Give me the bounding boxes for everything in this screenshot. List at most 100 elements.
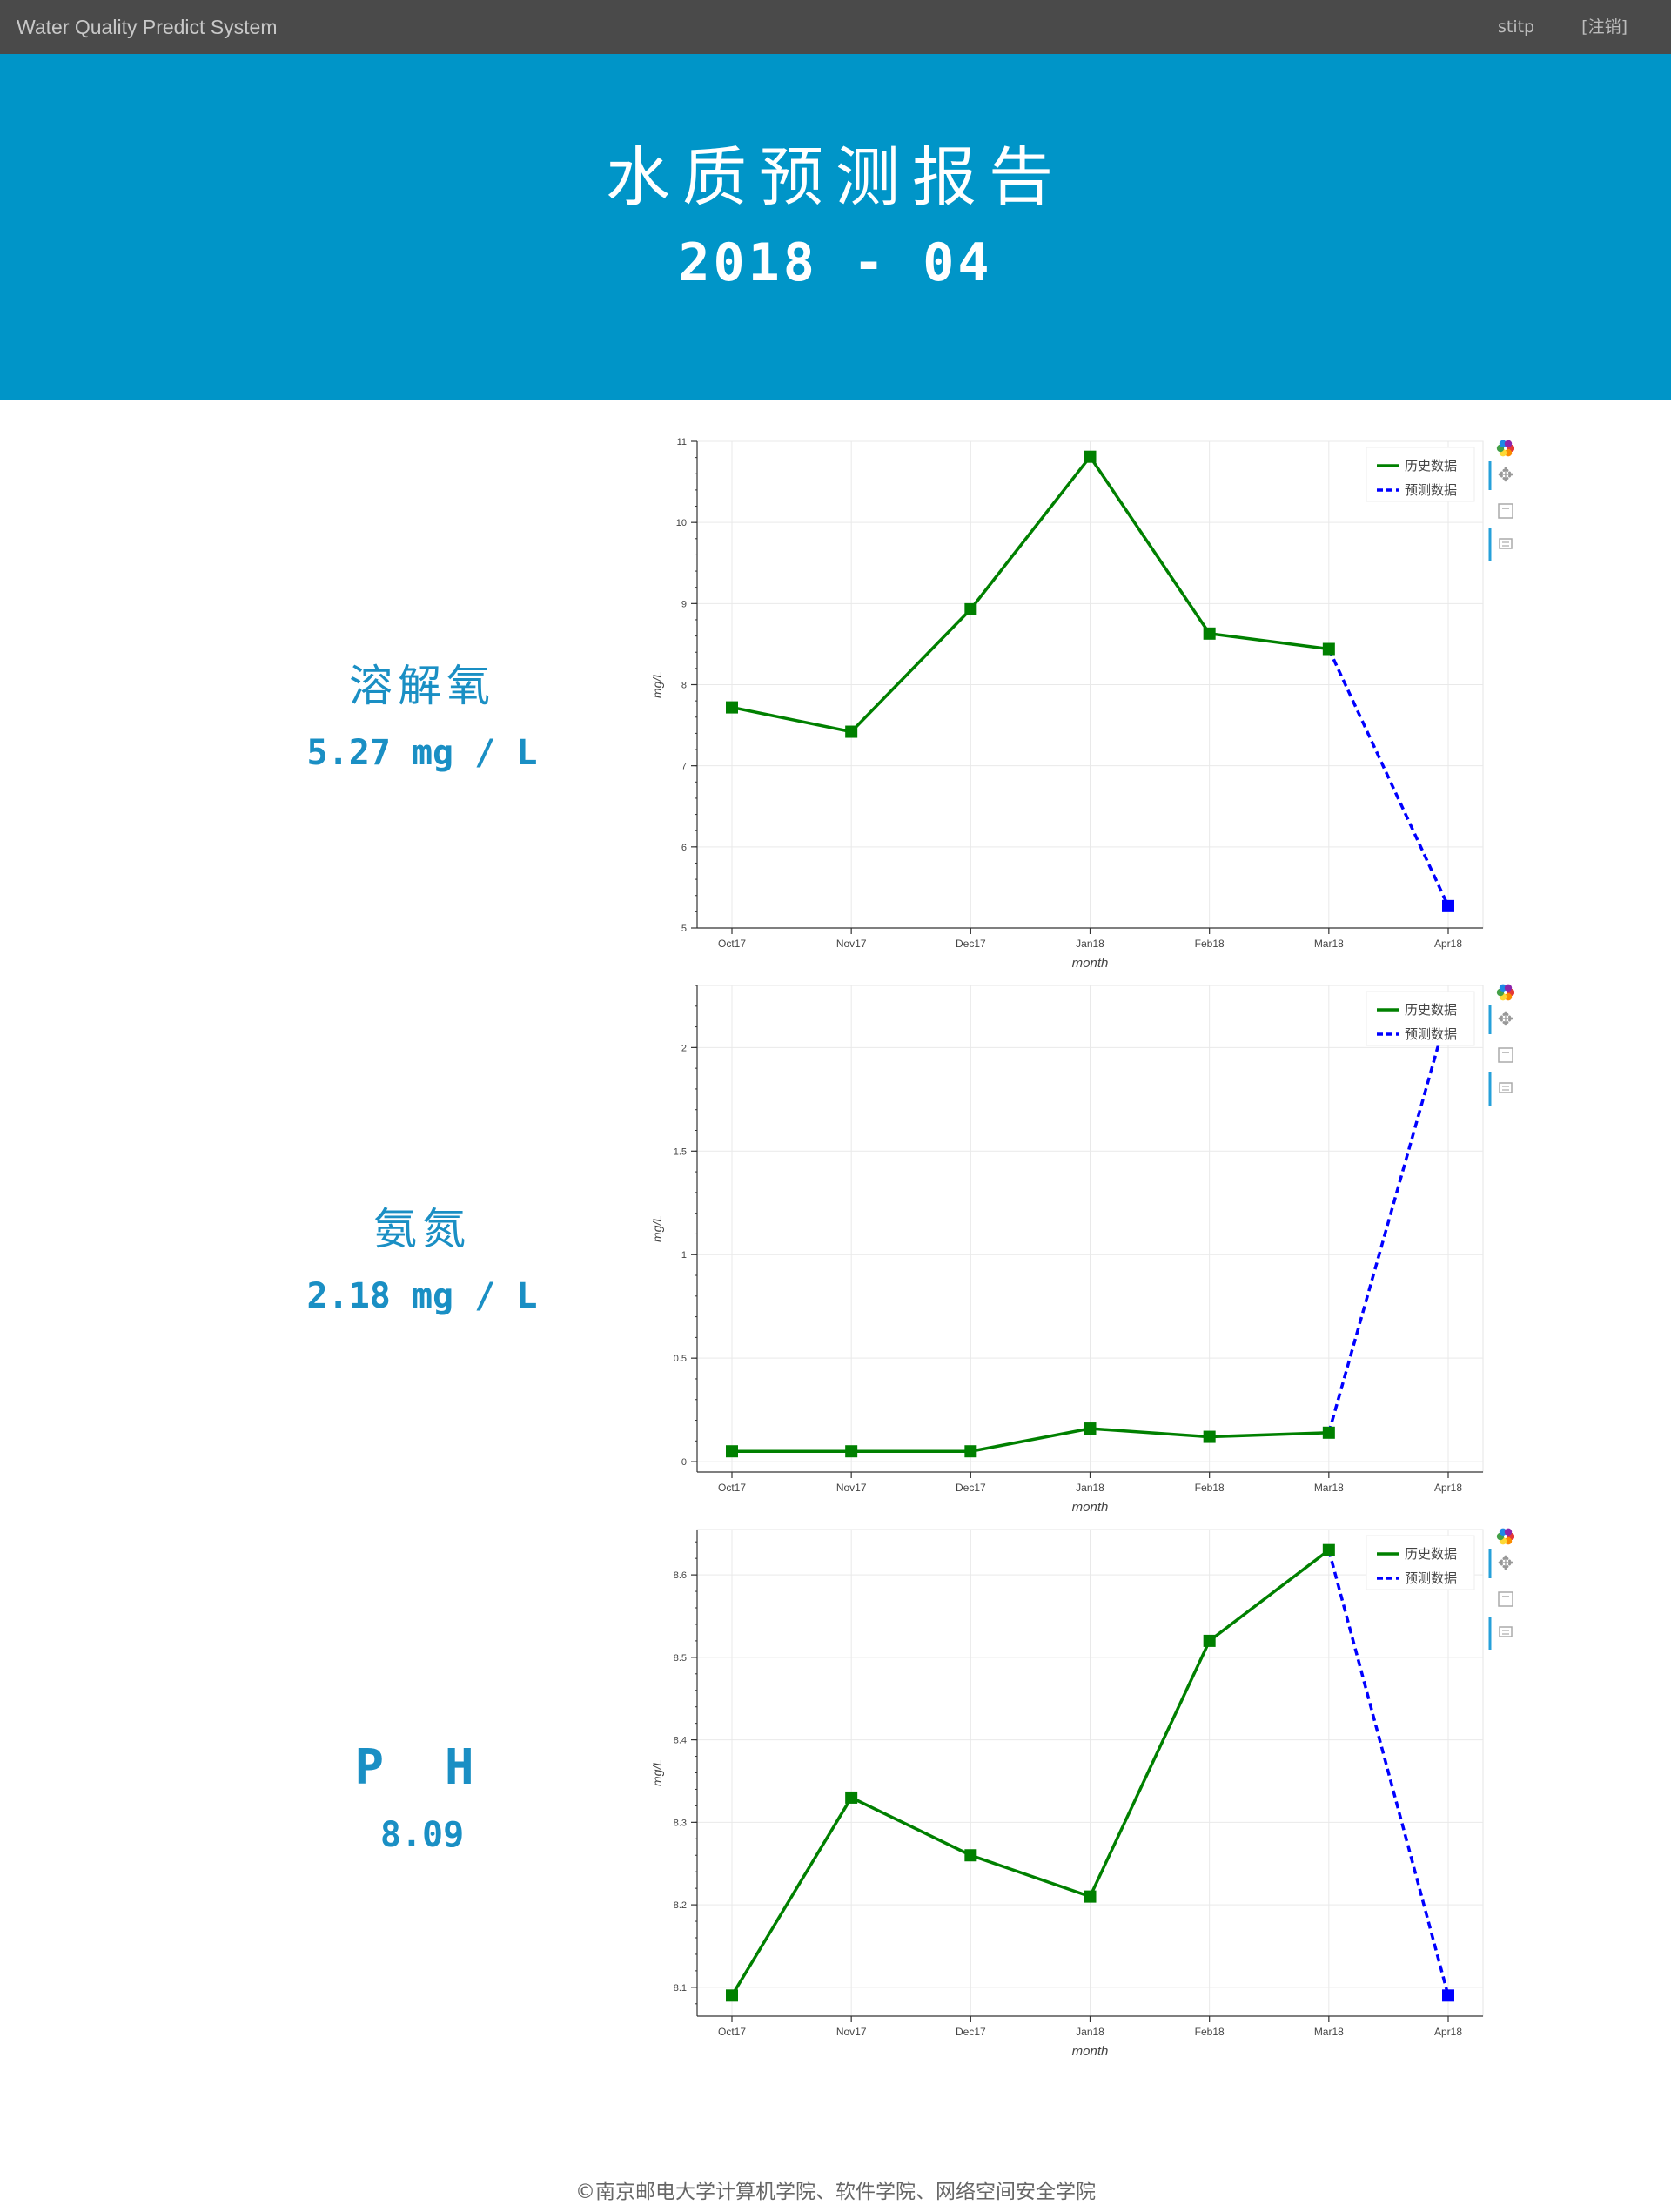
brand-link[interactable]: Water Quality Predict System: [17, 16, 278, 38]
y-tick-label: 0.5: [674, 1354, 687, 1364]
chart-ph[interactable]: 8.1 8.2 8.3 8.4 8.5 8.6 Oct17 Nov17 Dec17 Jan18 Fe…: [627, 1521, 1514, 2065]
metric-name: P H: [354, 1739, 490, 1796]
metric-name: 氨氮: [373, 1204, 471, 1254]
y-tick-label: 8.4: [674, 1736, 687, 1746]
history-point: [726, 1445, 738, 1458]
y-tick-label: 8.5: [674, 1653, 687, 1664]
y-tick-label: 1.5: [674, 1146, 687, 1157]
x-tick-label: Dec17: [956, 1482, 986, 1494]
history-point: [1084, 450, 1097, 463]
history-series-line: [730, 1549, 1330, 1997]
x-tick-label: Jan18: [1076, 2026, 1104, 2038]
y-tick-label: 10: [676, 518, 687, 528]
report-date: 2018 - 04: [678, 232, 993, 293]
x-tick-label: Mar18: [1314, 938, 1344, 950]
history-point: [964, 1445, 977, 1458]
report-title: 水质预测报告: [606, 140, 1065, 215]
x-tick-label: Nov17: [836, 938, 867, 950]
metric-name: 溶解氧: [349, 661, 495, 711]
y-axis-label: mg/L: [650, 1759, 664, 1786]
y-tick-label: 6: [681, 843, 687, 853]
legend-prediction-label: 预测数据: [1405, 1027, 1457, 1042]
metric-ammonia-nitrogen: 氨氮 2.18 mg / L: [287, 1194, 557, 1316]
x-tick-label: Dec17: [956, 938, 986, 950]
bokeh-logo-icon[interactable]: [1496, 1528, 1514, 1545]
pan-icon[interactable]: ✥: [1498, 1008, 1513, 1030]
x-tick-label: Mar18: [1314, 1482, 1344, 1494]
y-tick-label: 8.2: [674, 1900, 687, 1911]
x-tick-label: Dec17: [956, 2026, 986, 2038]
history-point: [1084, 1890, 1097, 1903]
bokeh-logo-icon[interactable]: [1496, 440, 1514, 457]
x-tick-label: Jan18: [1076, 1482, 1104, 1494]
x-tick-label: Jan18: [1076, 938, 1104, 950]
legend-prediction-label: 预测数据: [1405, 483, 1457, 498]
legend-prediction-label: 预测数据: [1405, 1571, 1457, 1586]
navbar: Water Quality Predict System stitp [注销]: [0, 0, 1671, 54]
history-point: [1322, 1543, 1335, 1556]
legend-box: [1366, 991, 1475, 1046]
history-point: [726, 1989, 738, 2002]
x-axis-label: month: [1072, 2044, 1109, 2059]
metric-ph: P H 8.09: [287, 1739, 557, 1855]
metric-dissolved-oxygen: 溶解氧 5.27 mg / L: [287, 651, 557, 773]
x-axis-label: month: [1072, 1500, 1109, 1515]
y-tick-label: 0: [681, 1457, 687, 1468]
chart-ammonia-nitrogen[interactable]: 0 0.5 1 1.5 2 Oct17 Nov17 Dec17 Jan18 Feb18 Mar18 A…: [627, 977, 1514, 1521]
logout-link[interactable]: [注销]: [1581, 17, 1627, 37]
prediction-series-line: [1327, 1010, 1450, 1434]
chart-dissolved-oxygen[interactable]: 5 6 7 8 9 10 11 Oct17 Nov17 Dec17 Jan18 Feb18 Mar18 A…: [627, 433, 1514, 977]
history-point: [845, 1791, 858, 1804]
legend-history-label: 历史数据: [1405, 1003, 1457, 1018]
user-link[interactable]: stitp: [1497, 17, 1535, 37]
hover-icon[interactable]: [1499, 1082, 1513, 1093]
y-axis-label: mg/L: [650, 1215, 664, 1242]
report-banner: 水质预测报告 2018 - 04: [0, 54, 1671, 400]
legend-box: [1366, 1535, 1475, 1590]
bokeh-logo-icon[interactable]: [1496, 984, 1514, 1001]
metric-value: 5.27 mg / L: [306, 733, 538, 773]
x-tick-label: Apr18: [1434, 938, 1462, 950]
x-axis-label: month: [1072, 956, 1109, 971]
history-point: [1203, 1430, 1216, 1443]
x-tick-label: Feb18: [1195, 1482, 1225, 1494]
legend-history-label: 历史数据: [1405, 1547, 1457, 1562]
y-tick-label: 8.6: [674, 1570, 687, 1581]
history-point: [1203, 1634, 1216, 1647]
legend-box: [1366, 447, 1475, 502]
x-tick-label: Oct17: [718, 938, 746, 950]
save-icon[interactable]: [1498, 1591, 1513, 1607]
pan-icon[interactable]: ✥: [1498, 1552, 1513, 1574]
x-tick-label: Feb18: [1195, 2026, 1225, 2038]
history-point: [964, 602, 977, 615]
save-icon[interactable]: [1498, 503, 1513, 519]
nav-right: stitp [注销]: [1456, 0, 1627, 54]
hover-icon[interactable]: [1499, 538, 1513, 549]
x-tick-label: Mar18: [1314, 2026, 1344, 2038]
legend-history-label: 历史数据: [1405, 459, 1457, 474]
prediction-point: [1442, 899, 1454, 912]
prediction-series-line: [1327, 1550, 1450, 1996]
y-tick-label: 8.1: [674, 1983, 687, 1993]
y-tick-label: 11: [677, 437, 687, 447]
history-point: [1322, 642, 1335, 656]
history-series-line: [731, 454, 1330, 734]
pan-icon[interactable]: ✥: [1498, 464, 1513, 486]
save-icon[interactable]: [1498, 1047, 1513, 1063]
history-series-line: [732, 1427, 1329, 1453]
history-point: [1322, 1426, 1335, 1439]
x-tick-label: Nov17: [836, 2026, 867, 2038]
prediction-point: [1442, 1989, 1454, 2002]
x-tick-label: Feb18: [1195, 938, 1225, 950]
y-tick-label: 1: [681, 1250, 687, 1261]
x-tick-label: Oct17: [718, 1482, 746, 1494]
y-tick-label: 2: [681, 1043, 687, 1053]
history-point: [726, 701, 738, 714]
y-axis-label: mg/L: [650, 671, 664, 698]
y-tick-label: 7: [681, 762, 687, 772]
y-tick-label: 5: [681, 924, 687, 934]
hover-icon[interactable]: [1499, 1626, 1513, 1637]
history-point: [1203, 627, 1216, 640]
history-point: [845, 725, 858, 738]
footer-copyright: ©南京邮电大学计算机学院、软件学院、网络空间安全学院: [575, 2181, 1096, 2203]
